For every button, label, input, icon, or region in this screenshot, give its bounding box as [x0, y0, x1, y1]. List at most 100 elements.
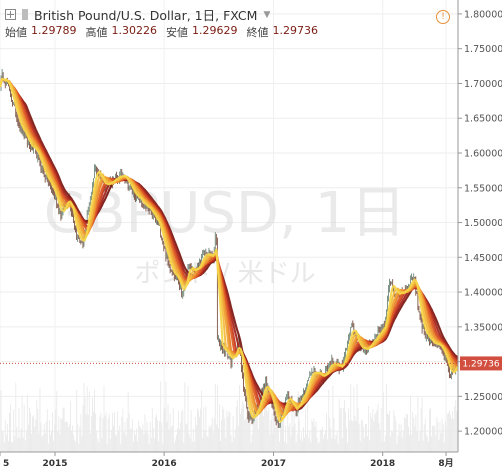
volume-bar	[246, 404, 248, 452]
volume-bar	[12, 442, 14, 452]
volume-bar	[375, 411, 377, 452]
volume-bar	[180, 422, 182, 452]
volume-bar	[176, 434, 177, 452]
volume-bar	[231, 442, 233, 452]
volume-bar	[432, 425, 434, 452]
volume-bar	[122, 408, 124, 452]
volume-bar	[393, 410, 395, 452]
volume-bar	[248, 410, 250, 452]
volume-bar	[140, 427, 142, 452]
volume-bar	[257, 429, 259, 452]
volume-bar	[5, 434, 7, 452]
volume-bar	[380, 408, 382, 452]
volume-bar	[370, 412, 372, 452]
y-tick-label: 1.45000	[464, 253, 502, 264]
expand-icon[interactable]	[5, 9, 16, 20]
volume-bar	[417, 396, 419, 452]
volume-bar	[3, 442, 5, 452]
series-color-icon[interactable]	[22, 9, 28, 20]
volume-bar	[308, 438, 310, 452]
volume-bar	[415, 414, 417, 452]
chart-header: British Pound/U.S. Dollar, 1日, FXCM ▼ 始値…	[0, 0, 470, 40]
volume-bar	[289, 423, 291, 452]
alert-icon[interactable]: !	[436, 10, 450, 24]
volume-bar	[297, 391, 299, 452]
volume-bar	[82, 405, 84, 452]
volume-bar	[412, 411, 414, 452]
volume-bar	[245, 418, 247, 452]
volume-bar	[421, 397, 423, 452]
volume-bar	[160, 381, 162, 452]
volume-bar	[388, 414, 389, 452]
volume-bar	[169, 413, 171, 452]
x-tick-label: 2018	[370, 459, 395, 469]
volume-bar	[121, 416, 123, 452]
volume-bar	[130, 428, 132, 452]
volume-bar	[198, 410, 199, 452]
volume-bar	[164, 407, 166, 452]
volume-bar	[379, 430, 381, 452]
volume-bar	[398, 423, 400, 452]
last-price-tag-label: 1.29736	[462, 359, 499, 369]
volume-bar	[111, 413, 113, 452]
volume-bar	[341, 437, 343, 452]
volume-bar	[192, 429, 194, 452]
volume-bar	[69, 401, 71, 452]
volume-bar	[455, 399, 457, 452]
volume-bar	[116, 435, 118, 452]
volume-bar	[215, 424, 217, 452]
volume-bar	[51, 430, 52, 452]
symbol-title[interactable]: British Pound/U.S. Dollar, 1日, FXCM	[34, 8, 258, 23]
volume-bar	[401, 437, 403, 452]
volume-bar	[438, 439, 440, 452]
volume-bar	[83, 382, 85, 452]
volume-bar	[39, 388, 41, 452]
volume-bar	[271, 413, 273, 452]
volume-bar	[14, 436, 16, 452]
volume-bar	[159, 420, 161, 452]
volume-bar	[363, 437, 365, 452]
dropdown-caret-icon[interactable]: ▼	[263, 9, 271, 20]
volume-bar	[134, 430, 135, 452]
volume-bar	[442, 423, 444, 452]
volume-bar	[29, 407, 30, 452]
volume-bar	[274, 427, 276, 452]
volume-bar	[2, 430, 4, 452]
volume-bar	[185, 424, 187, 452]
volume-bar	[225, 437, 227, 452]
volume-bar	[366, 424, 367, 452]
volume-bar	[405, 413, 407, 452]
volume-bar	[206, 436, 208, 452]
volume-bar	[425, 434, 427, 452]
volume-bar	[22, 437, 24, 452]
volume-bar	[307, 393, 309, 452]
volume-bar	[453, 418, 455, 452]
volume-bar	[104, 415, 106, 452]
volume-bars	[0, 381, 459, 452]
volume-bar	[57, 431, 59, 452]
volume-bar	[269, 434, 271, 452]
volume-bar	[148, 443, 150, 452]
volume-bar	[353, 386, 355, 452]
volume-bar	[72, 425, 73, 452]
volume-bar	[342, 407, 344, 452]
x-tick-label: 8月	[438, 458, 453, 469]
volume-bar	[84, 397, 86, 452]
volume-bar	[213, 418, 215, 452]
volume-bar	[318, 441, 320, 452]
ohlc-open-label: 始値	[5, 26, 27, 39]
volume-bar	[265, 396, 267, 452]
ohlc-high-value: 1.30226	[111, 24, 158, 37]
volume-bar	[226, 410, 228, 452]
volume-bar	[314, 426, 316, 452]
volume-bar	[220, 440, 221, 452]
volume-bar	[420, 408, 422, 452]
volume-bar	[105, 411, 107, 452]
volume-bar	[239, 385, 240, 452]
volume-bar	[119, 425, 121, 452]
volume-bar	[268, 407, 270, 452]
volume-bar	[306, 434, 308, 452]
volume-bar	[162, 443, 164, 452]
